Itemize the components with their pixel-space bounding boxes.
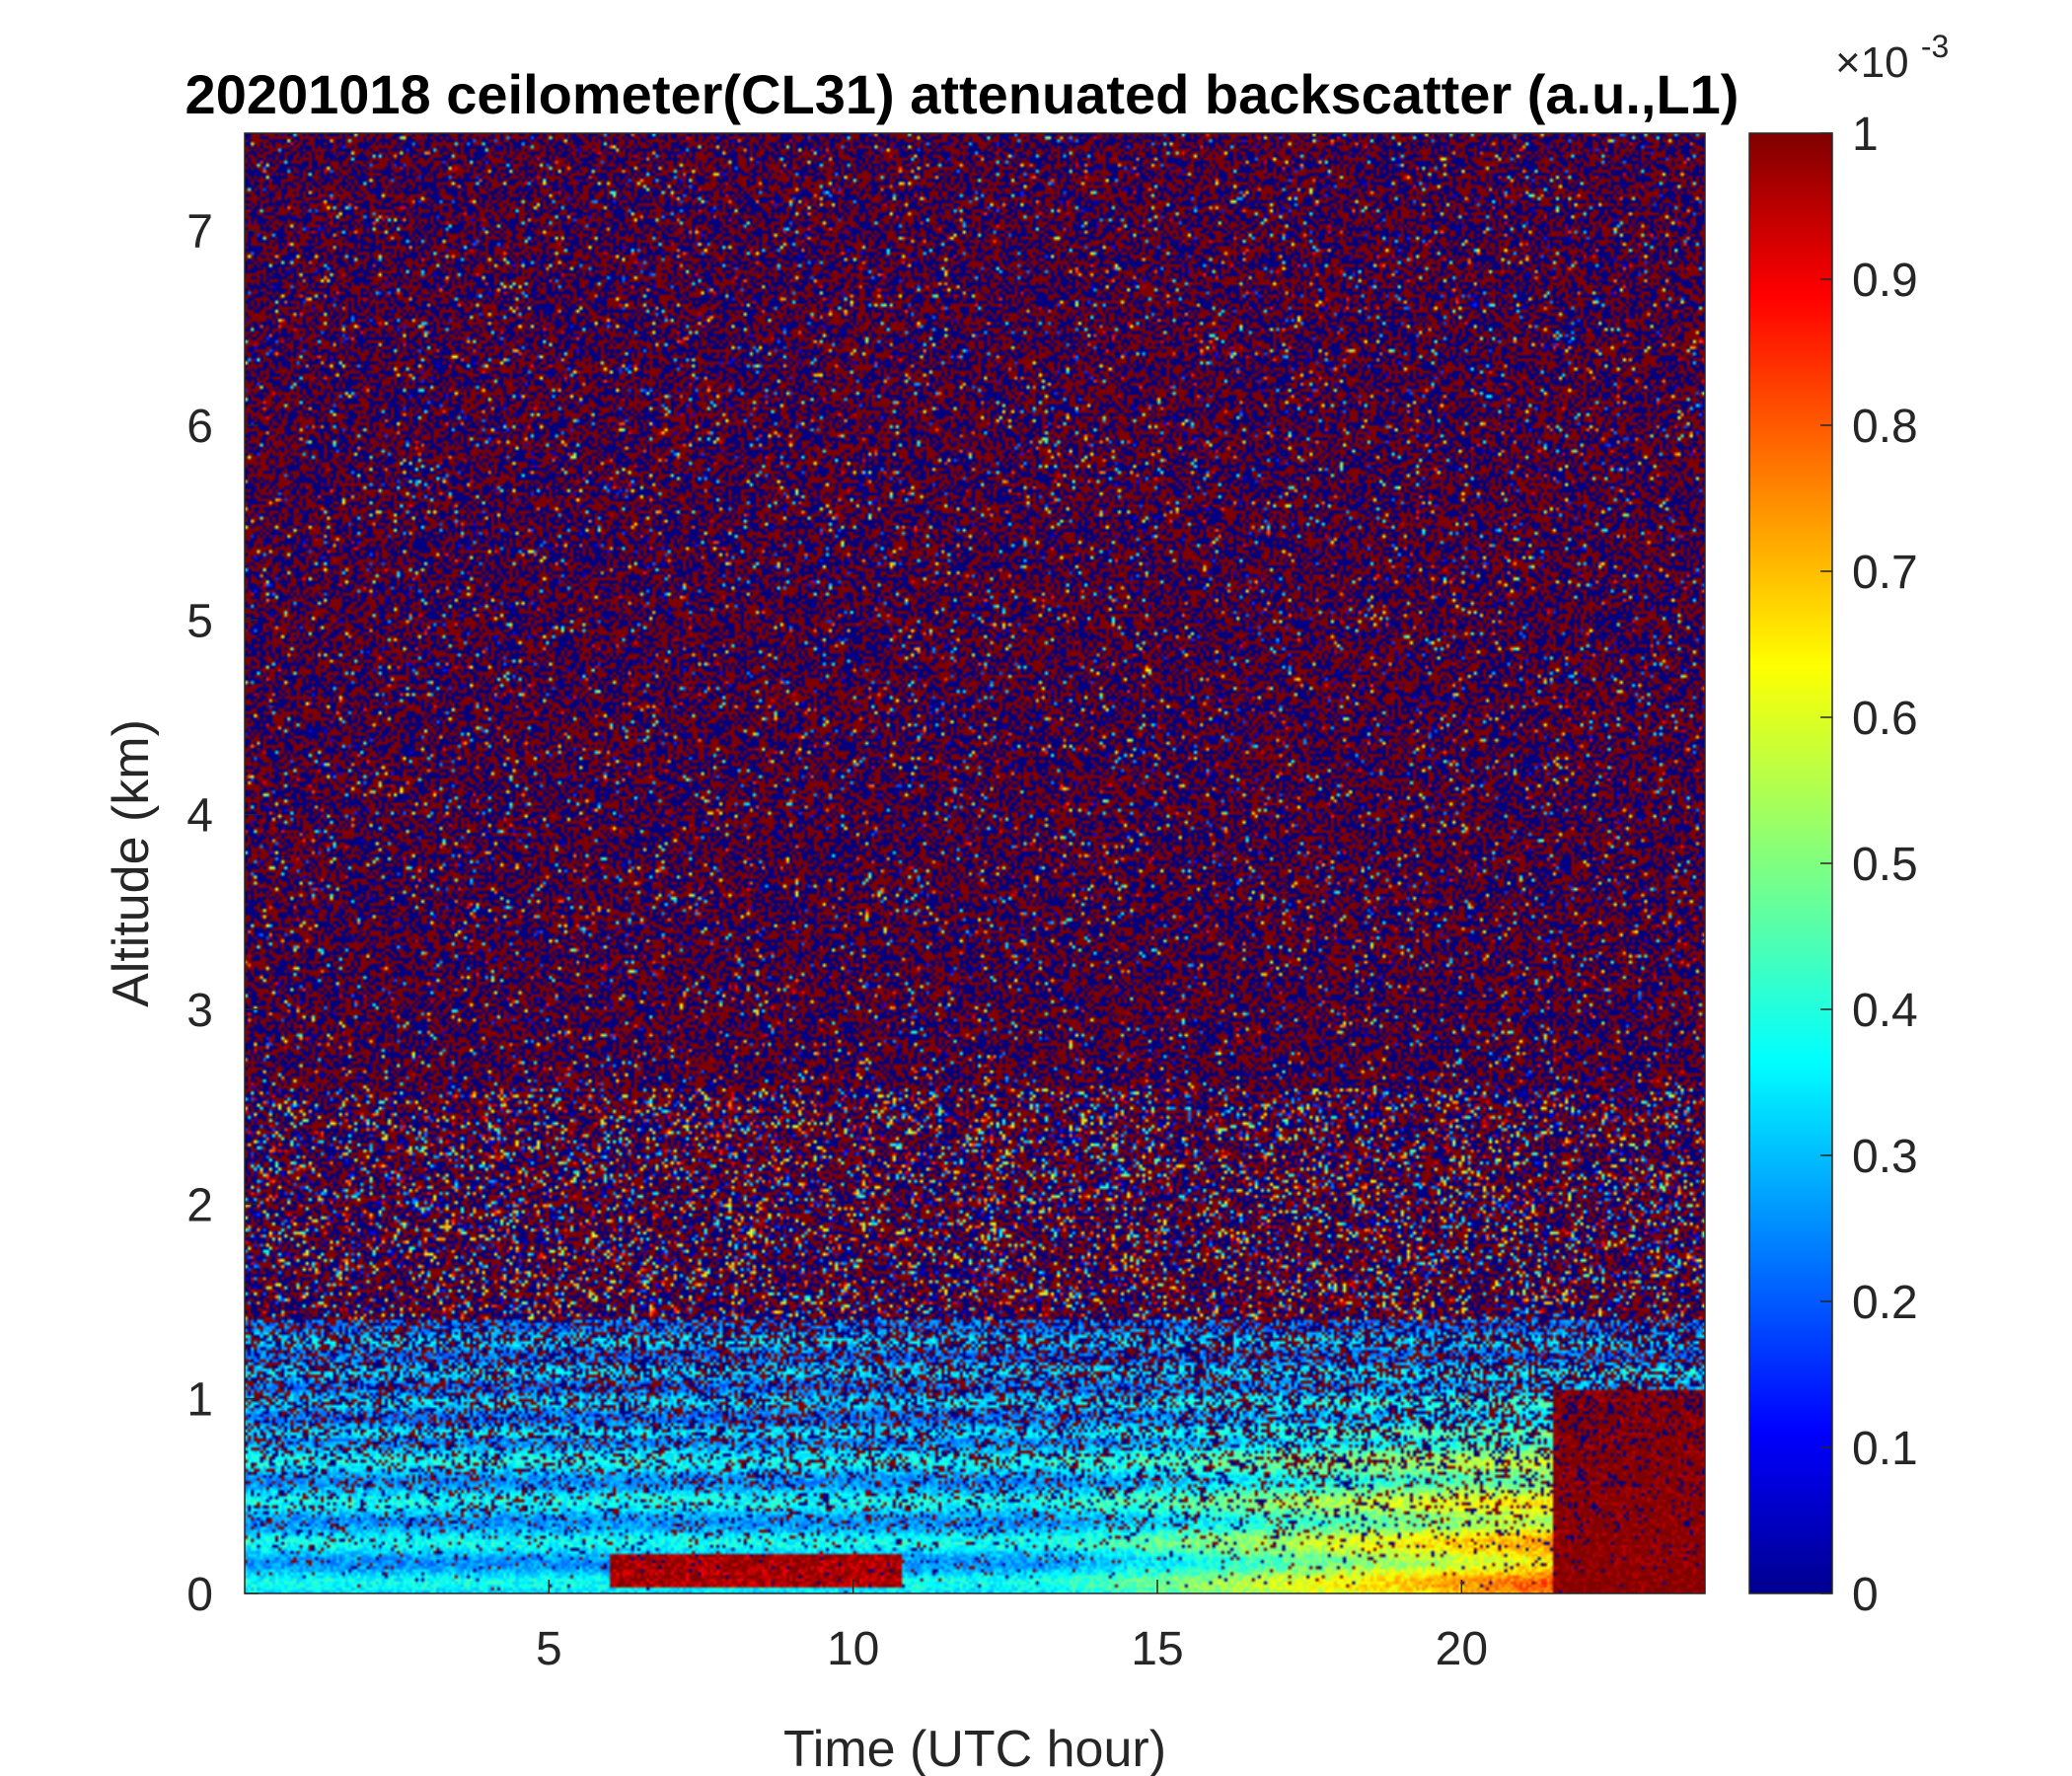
y-tick-label: 5 — [186, 595, 213, 647]
y-tick-label: 7 — [186, 206, 213, 259]
colorbar-exponent-power: -3 — [1921, 29, 1949, 64]
colorbar-ticks: 0 0.1 0.2 0.3 0.4 0.5 0.6 0.7 0.8 0.9 1 — [1820, 109, 1918, 1621]
colorbar-tick-label: 1 — [1852, 109, 1879, 161]
y-tick-label: 0 — [186, 1569, 213, 1621]
y-tick-label: 4 — [186, 790, 213, 843]
colorbar-tick-label: 0.8 — [1852, 401, 1918, 453]
y-tick-label: 6 — [186, 401, 213, 453]
plot-frame — [244, 132, 1706, 1594]
colorbar-tick-label: 0.6 — [1852, 693, 1918, 745]
colorbar-exponent-base: ×10 — [1835, 38, 1909, 87]
colorbar-tick-label: 0.1 — [1852, 1423, 1918, 1475]
colorbar-gradient — [1749, 133, 1832, 1593]
colorbar-tick-label: 0.5 — [1852, 839, 1918, 891]
x-tick-label: 5 — [536, 1623, 562, 1675]
chart-title: 20201018 ceilometer(CL31) attenuated bac… — [185, 63, 1739, 125]
colorbar-tick-label: 0.7 — [1852, 547, 1918, 599]
x-tick-label: 15 — [1131, 1623, 1183, 1675]
colorbar-tick-label: 0 — [1852, 1569, 1879, 1621]
x-tick-label: 10 — [827, 1623, 879, 1675]
y-tick-label: 1 — [186, 1374, 213, 1427]
plot-area — [244, 132, 1706, 1594]
heatmap-image — [245, 133, 1705, 1593]
colorbar-exponent: ×10 -3 — [1835, 29, 1949, 87]
x-axis-label: Time (UTC hour) — [783, 1721, 1166, 1776]
x-axis: 5 10 15 20 — [536, 1580, 1488, 1675]
colorbar-tick-label: 0.2 — [1852, 1277, 1918, 1329]
y-axis: 0 1 2 3 4 5 6 7 — [186, 206, 259, 1621]
x-tick-label: 20 — [1436, 1623, 1488, 1675]
colorbar-tick-label: 0.4 — [1852, 985, 1918, 1037]
y-axis-label: Altitude (km) — [103, 719, 160, 1007]
colorbar-tick-label: 0.3 — [1852, 1131, 1918, 1183]
colorbar-tick-label: 0.9 — [1852, 255, 1918, 307]
y-tick-label: 2 — [186, 1179, 213, 1231]
colorbar: 0 0.1 0.2 0.3 0.4 0.5 0.6 0.7 0.8 0.9 1 ×10 -3 — [1748, 29, 1949, 1621]
y-tick-label: 3 — [186, 985, 213, 1037]
